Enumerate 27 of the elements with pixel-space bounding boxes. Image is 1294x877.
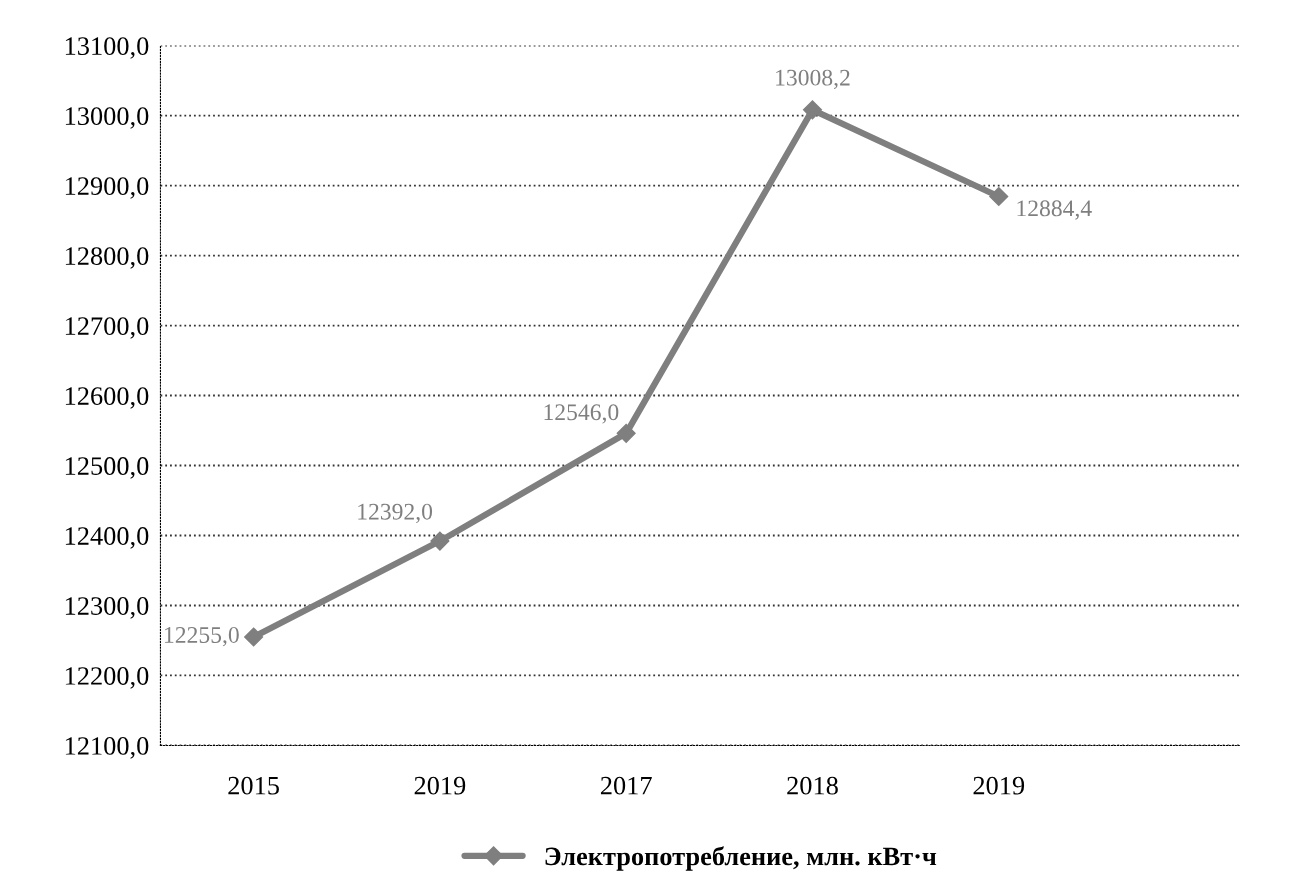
y-tick-label: 12900,0 — [65, 177, 149, 199]
point — [616, 423, 636, 443]
data-label: 12884,4 — [1017, 200, 1092, 220]
y-tick-label: 13100,0 — [65, 37, 149, 59]
x-tick-label: 2019 — [414, 776, 466, 795]
x-tick-label: 2015 — [228, 776, 279, 795]
legend-label: Электропотребление, млн. кВт·ч — [545, 846, 937, 871]
y-tick-label: 12500,0 — [65, 457, 149, 479]
point — [989, 186, 1009, 207]
point — [430, 531, 450, 551]
data-label: 12255,0 — [165, 626, 239, 647]
y-tick-label: 12300,0 — [65, 597, 149, 619]
data-label: 12546,0 — [544, 404, 619, 424]
point — [244, 627, 264, 647]
y-tick-label: 12600,0 — [65, 387, 149, 409]
data-label: 12392,0 — [358, 503, 433, 524]
y-tick-label: 12100,0 — [65, 737, 149, 759]
y-tick-label: 12400,0 — [65, 527, 149, 549]
x-tick-label: 2019 — [973, 776, 1025, 795]
point — [802, 100, 823, 120]
data-label: 13008,2 — [776, 69, 850, 90]
y-tick-label: 13000,0 — [65, 107, 149, 129]
x-tick-label: 2017 — [600, 776, 652, 795]
y-tick-label: 12200,0 — [65, 667, 149, 689]
y-tick-label: 12800,0 — [65, 247, 149, 269]
y-tick-label: 12700,0 — [65, 317, 149, 339]
x-tick-label: 2018 — [787, 776, 838, 795]
